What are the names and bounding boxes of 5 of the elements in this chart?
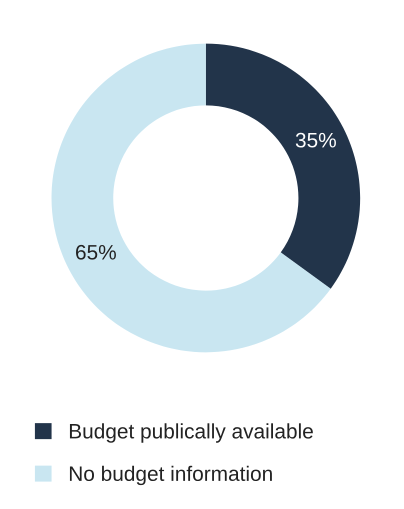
data-label: 35% — [296, 132, 336, 148]
donut-slice — [206, 44, 360, 289]
legend-label: Budget publically available — [70, 423, 313, 443]
legend-label: No budget information — [70, 466, 272, 486]
data-label: 65% — [76, 244, 116, 260]
